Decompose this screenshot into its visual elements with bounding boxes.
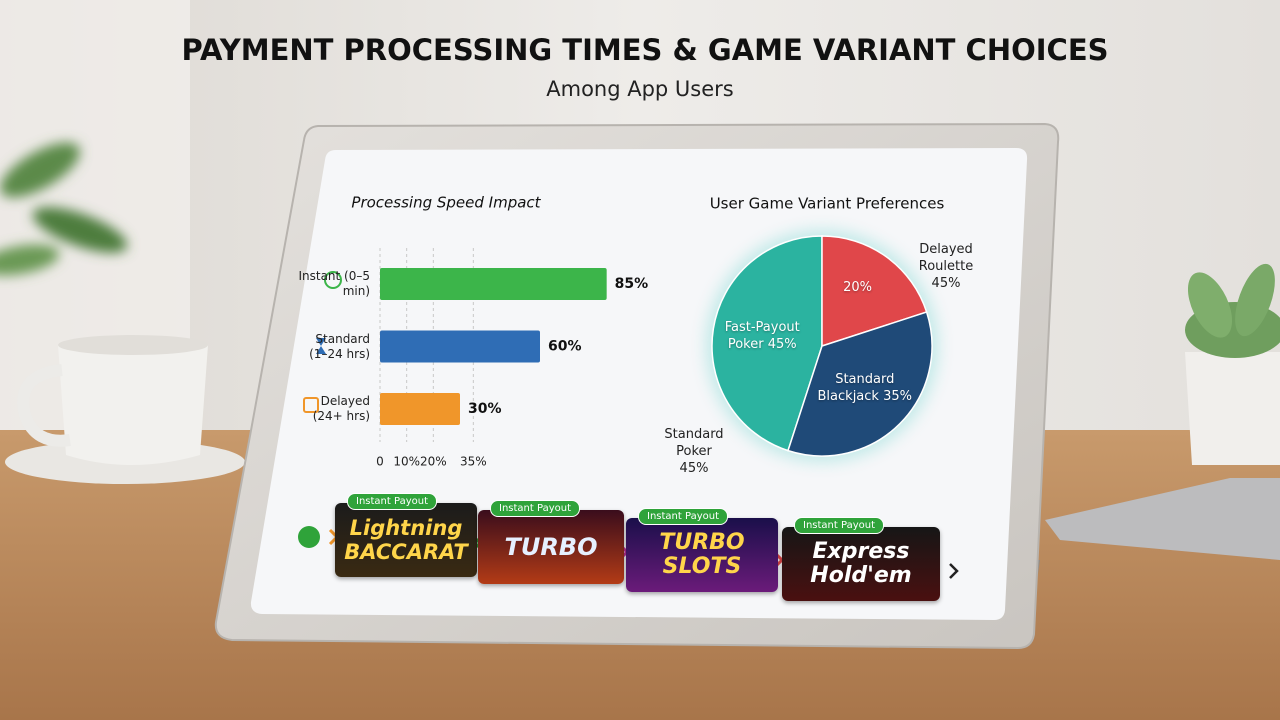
- x-tick-label: 0: [376, 455, 384, 469]
- plant-right: [1185, 263, 1280, 465]
- x-tick-label: 20%: [420, 455, 447, 469]
- mug: [5, 335, 245, 484]
- value-label: 60%: [548, 339, 582, 355]
- page-title: PAYMENT PROCESSING TIMES & GAME VARIANT …: [181, 33, 1108, 67]
- bar-icons: [303, 271, 342, 413]
- x-tick-label: 35%: [460, 455, 487, 469]
- pie-slice: [711, 235, 823, 452]
- bar: [380, 268, 607, 300]
- laptop: [1045, 478, 1280, 560]
- plant-left: [0, 142, 128, 276]
- value-label: 30%: [468, 401, 502, 417]
- bar-chart-title: Processing Speed Impact: [351, 194, 541, 212]
- value-label: 85%: [615, 276, 649, 292]
- pie-chart-title: User Game Variant Preferences: [710, 195, 945, 213]
- page-subtitle: Among App Users: [546, 77, 734, 101]
- pie-slice: [821, 235, 928, 348]
- bar: [380, 393, 460, 425]
- x-tick-label: 10%: [393, 455, 420, 469]
- bar: [380, 330, 540, 363]
- pie-slice: [787, 311, 933, 457]
